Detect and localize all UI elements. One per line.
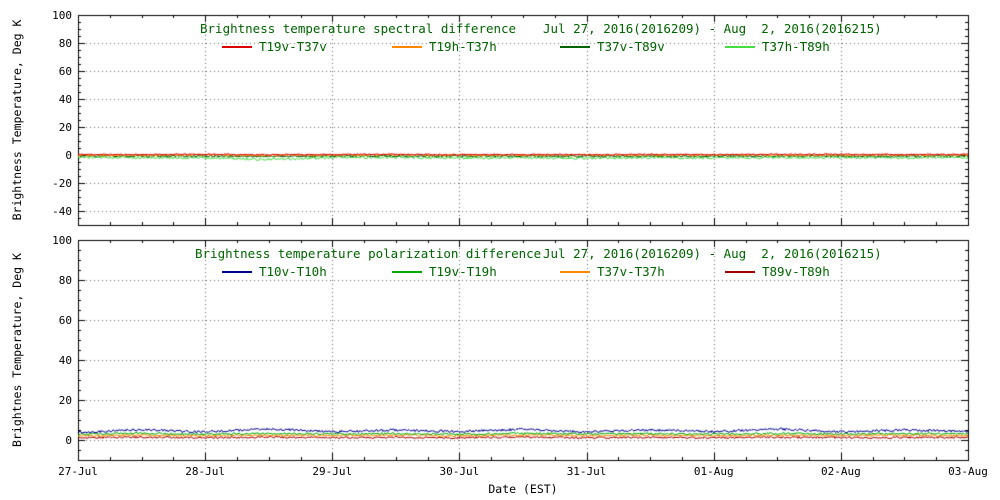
legend-label: T19h-T37h — [429, 39, 497, 54]
chart2-title: Brightness temperature polarization diff… — [195, 246, 542, 261]
x-tick-label: 03-Aug — [948, 465, 988, 478]
legend-line-sample — [392, 45, 422, 48]
y-tick-label: 60 — [58, 314, 72, 327]
y-tick-label: 20 — [58, 121, 72, 134]
x-tick-label: 27-Jul — [58, 465, 98, 478]
legend-label: T19v-T37v — [259, 39, 327, 54]
y-tick-label: -40 — [52, 205, 72, 218]
legend-label: T10v-T10h — [259, 264, 327, 279]
legend-item: T19v-T37v — [222, 39, 327, 54]
y-tick-label: 40 — [58, 93, 72, 106]
y-tick-label: 60 — [58, 65, 72, 78]
x-tick-label: 01-Aug — [693, 465, 734, 478]
chart1-date-range: Jul 27, 2016(2016209) - Aug 2, 2016(2016… — [543, 21, 882, 36]
y-tick-label: 20 — [58, 394, 72, 407]
legend-line-sample — [725, 45, 755, 48]
chart2-date-range: Jul 27, 2016(2016209) - Aug 2, 2016(2016… — [543, 246, 882, 261]
legend-item: T10v-T10h — [222, 264, 327, 279]
y-tick-label: 0 — [65, 149, 72, 162]
legend-item: T19h-T37h — [392, 39, 497, 54]
legend-label: T37v-T37h — [597, 264, 665, 279]
legend-item: T37v-T37h — [560, 264, 665, 279]
x-tick-label: 31-Jul — [566, 465, 607, 478]
x-axis-title: Date (EST) — [488, 482, 558, 496]
y-tick-label: 80 — [58, 37, 72, 50]
x-tick-label: 28-Jul — [185, 465, 226, 478]
legend-line-sample — [560, 270, 590, 273]
legend-item: T89v-T89h — [725, 264, 830, 279]
legend-item: T37h-T89h — [725, 39, 830, 54]
y-tick-label: 0 — [65, 434, 72, 447]
y-tick-label: 40 — [58, 354, 72, 367]
legend-line-sample — [222, 45, 252, 48]
legend-item: T19v-T19h — [392, 264, 497, 279]
legend-label: T89v-T89h — [762, 264, 830, 279]
legend-label: T37h-T89h — [762, 39, 830, 54]
x-tick-label: 02-Aug — [820, 465, 861, 478]
legend-label: T37v-T89v — [597, 39, 665, 54]
x-tick-label: 30-Jul — [439, 465, 480, 478]
legend-line-sample — [222, 270, 252, 273]
y-tick-label: 80 — [58, 274, 72, 287]
y-tick-label: -20 — [52, 177, 72, 190]
legend-line-sample — [392, 270, 422, 273]
chart1-title: Brightness temperature spectral differen… — [200, 21, 517, 36]
legend-item: T37v-T89v — [560, 39, 665, 54]
y-tick-label: 100 — [52, 9, 72, 22]
legend-line-sample — [725, 270, 755, 273]
legend-label: T19v-T19h — [429, 264, 497, 279]
y-tick-label: 100 — [52, 234, 72, 247]
x-tick-label: 29-Jul — [312, 465, 353, 478]
legend-line-sample — [560, 45, 590, 48]
